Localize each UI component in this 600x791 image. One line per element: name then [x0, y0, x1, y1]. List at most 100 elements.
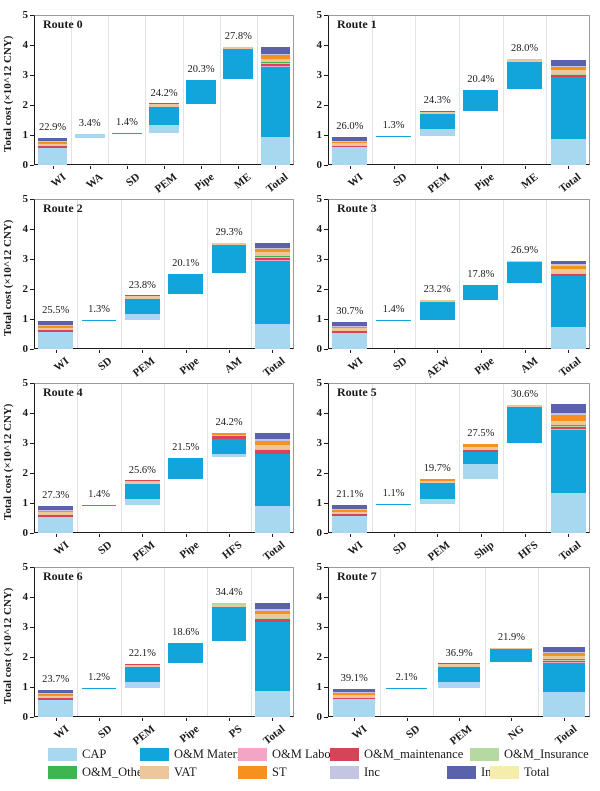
- x-tick-mark: [229, 718, 230, 721]
- bar-segment-mat: [419, 301, 455, 320]
- x-tick-mark: [55, 350, 57, 353]
- bar-segment-int: [550, 260, 586, 265]
- x-tick-mark: [524, 534, 526, 537]
- bar-segment-mat: [255, 622, 290, 691]
- category-gridline: [207, 383, 209, 533]
- percentage-label: 27.3%: [42, 490, 70, 501]
- legend-label-insur: O&M_Insurance: [504, 747, 589, 761]
- bar-segment-mat: [507, 61, 542, 89]
- subplot-route-2: Route 2 25.5% 1.3% 23.8% 20.1% 29.3% 0 1 2 3 4 5 Tot…: [0, 184, 300, 380]
- y-tick-mark: [30, 532, 34, 534]
- category-gridline: [250, 199, 252, 349]
- percentage-label: 24.2%: [215, 417, 243, 429]
- bar-segment-vat: [125, 664, 160, 667]
- bar-segment-other: [255, 448, 290, 450]
- bar-segment-mat: [125, 666, 160, 682]
- bar-segment-mat: [507, 407, 542, 443]
- bar-segment-vat: [419, 299, 455, 302]
- bar-segment-maint: [255, 257, 290, 260]
- percentage-label: 30.7%: [336, 305, 364, 317]
- x-tick-mark: [524, 350, 526, 353]
- percentage-label: 1.2%: [88, 672, 110, 684]
- x-tick-mark: [99, 350, 100, 353]
- bar-segment-vat: [490, 648, 533, 650]
- percentage-label: 36.9%: [445, 647, 473, 659]
- y-axis-title: Total cost (×10^12 CNY): [2, 35, 14, 152]
- bar-segment-maint: [38, 330, 73, 332]
- y-tick-mark: [324, 134, 328, 136]
- category-gridline: [502, 383, 504, 533]
- category-gridline: [120, 199, 122, 349]
- bar-segment-labor: [550, 428, 586, 430]
- y-tick-label: 2: [316, 98, 323, 111]
- bar-segment-vat: [550, 420, 586, 425]
- percentage-label: 29.3%: [215, 227, 243, 239]
- y-tick-mark: [324, 596, 328, 598]
- bar-segment-vat: [38, 327, 73, 331]
- y-tick-label: 4: [22, 222, 29, 235]
- category-gridline: [546, 383, 548, 533]
- bar-segment-maint: [332, 145, 368, 147]
- y-axis-title: Total cost (×10^12 CNY): [2, 219, 14, 336]
- y-tick-mark: [324, 74, 328, 76]
- bar-segment-cap: [463, 464, 499, 479]
- x-tick-mark: [126, 166, 128, 169]
- y-tick-label: 0: [316, 158, 323, 171]
- y-tick-label: 4: [22, 38, 29, 51]
- category-gridline: [77, 383, 79, 533]
- bar-segment-st: [333, 693, 376, 696]
- category-gridline: [77, 567, 79, 717]
- subplot-title: Route 7: [337, 569, 377, 583]
- y-tick-label: 0: [316, 342, 323, 355]
- y-tick-mark: [30, 382, 34, 384]
- x-tick-mark: [272, 350, 274, 353]
- category-gridline: [502, 199, 504, 349]
- y-tick-label: 5: [22, 560, 29, 573]
- plot-frame: [34, 15, 294, 165]
- category-gridline: [459, 199, 460, 349]
- bar-segment-vat: [332, 511, 368, 515]
- bar-segment-cap: [211, 454, 247, 458]
- y-tick-mark: [30, 412, 34, 414]
- legend-swatch-int: [447, 766, 476, 779]
- bar-segment-st: [419, 479, 455, 481]
- category-gridline: [120, 383, 122, 533]
- percentage-label: 39.1%: [340, 673, 368, 685]
- x-tick-mark: [349, 350, 351, 353]
- y-tick-mark: [324, 44, 328, 46]
- category-gridline: [415, 15, 417, 165]
- bar-segment-mat: [542, 663, 585, 693]
- category-gridline: [164, 383, 165, 533]
- bar-segment-int: [333, 689, 376, 693]
- subplot-route-4: Route 4 27.3% 1.4% 25.6% 21.5% 24.2% 0 1 2 3 4 5 Tot…: [0, 368, 300, 564]
- bar-segment-labor: [255, 259, 290, 261]
- y-tick-mark: [30, 258, 34, 260]
- y-tick-label: 3: [22, 620, 29, 633]
- y-tick-mark: [324, 656, 328, 658]
- bar-segment-maint: [211, 436, 247, 439]
- bar-segment-int: [550, 60, 586, 66]
- x-tick-mark: [393, 534, 395, 537]
- plot-frame: [34, 383, 294, 533]
- x-tick-mark: [480, 350, 482, 353]
- legend-label-cap: CAP: [82, 747, 107, 761]
- bar-segment-int: [550, 404, 586, 413]
- y-tick-mark: [324, 716, 328, 718]
- x-tick-mark: [142, 718, 144, 721]
- x-tick-mark: [568, 350, 570, 353]
- y-tick-mark: [30, 596, 34, 598]
- bar-segment-mat: [385, 688, 428, 690]
- bar-segment-mat: [168, 458, 203, 480]
- x-tick-mark: [55, 534, 57, 537]
- y-tick-mark: [30, 442, 34, 444]
- bar-segment-maint: [463, 450, 499, 452]
- legend-label-labor: O&M Labor: [272, 747, 335, 761]
- x-tick-mark: [349, 534, 351, 537]
- bar-segment-mat: [260, 66, 291, 137]
- x-tick-mark: [142, 350, 144, 353]
- x-tick-mark: [275, 166, 277, 169]
- percentage-label: 1.4%: [382, 304, 405, 316]
- subplot-title: Route 0: [43, 17, 83, 31]
- category-gridline: [415, 199, 417, 349]
- y-tick-label: 5: [316, 8, 323, 21]
